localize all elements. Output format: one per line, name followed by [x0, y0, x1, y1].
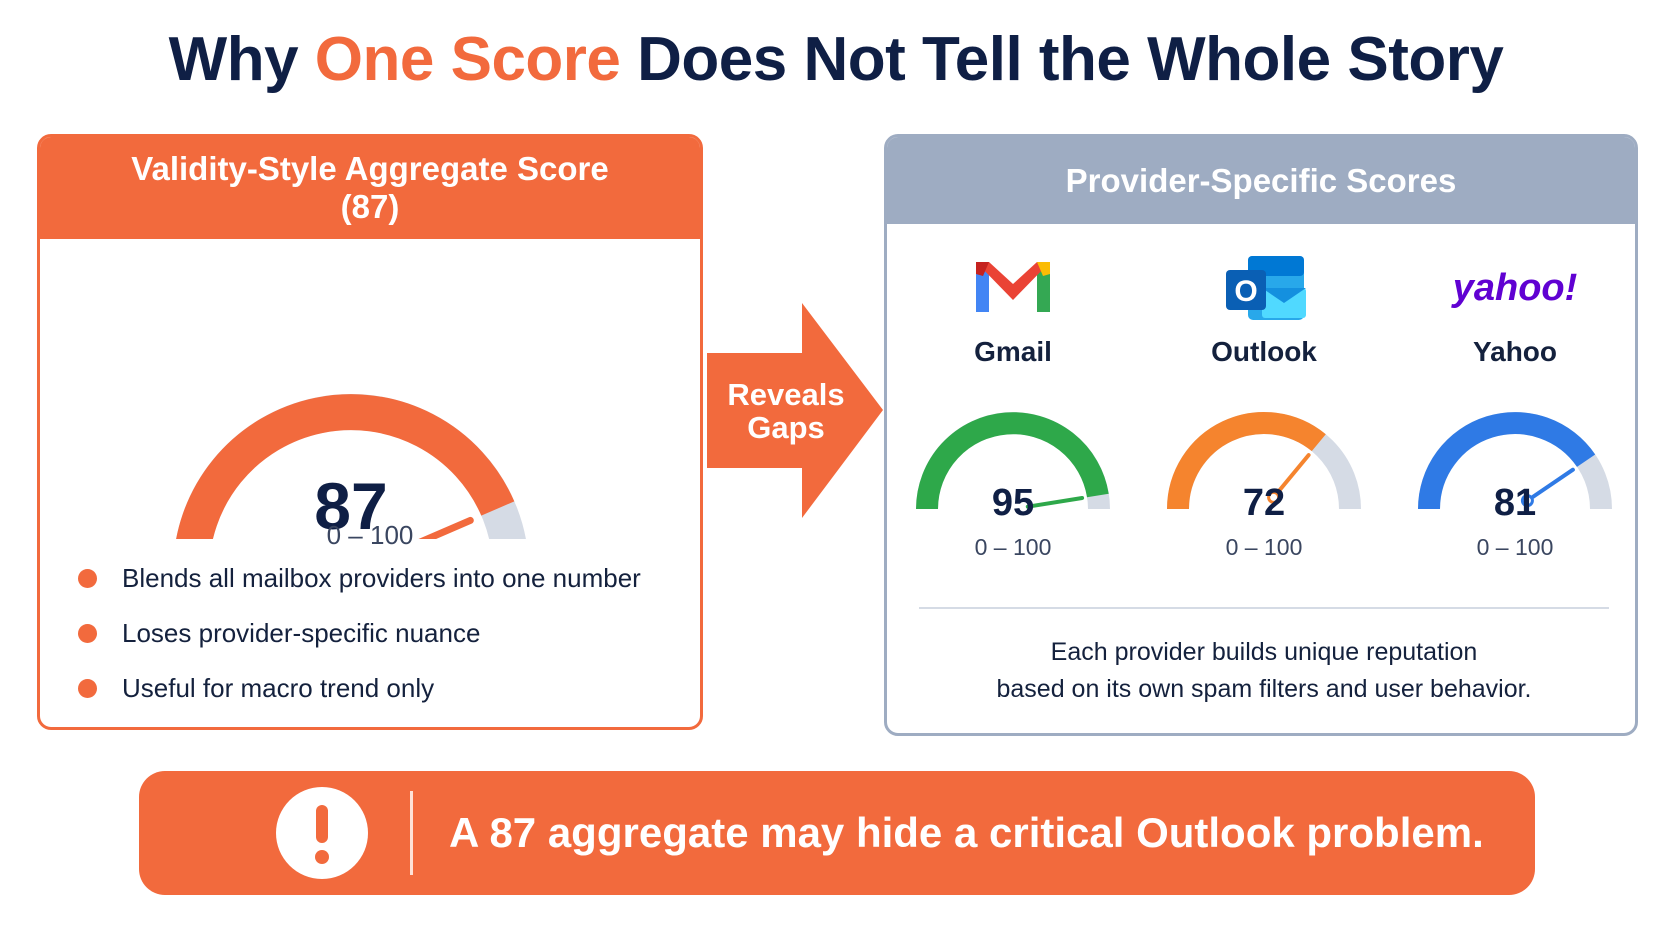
banner-message: A 87 aggregate may hide a critical Outlo…	[449, 809, 1484, 856]
aggregate-gauge: 87	[176, 394, 526, 539]
yahoo-gauge	[1418, 412, 1612, 510]
bullet-item: Loses provider-specific nuance	[78, 606, 641, 661]
provider-name: Gmail	[974, 336, 1052, 367]
aggregate-range-label: 0 – 100	[326, 520, 414, 550]
provider-outlook: O Outlook 72 0 – 100	[1144, 224, 1384, 564]
bullet-text: Useful for macro trend only	[122, 673, 435, 703]
provider-panel-header: Provider-Specific Scores	[887, 137, 1635, 224]
provider-divider	[919, 607, 1609, 609]
title-end: Does Not Tell the Whole Story	[620, 25, 1504, 94]
arrow-label-line2: Gaps	[747, 410, 825, 445]
provider-name: Outlook	[1211, 336, 1317, 367]
warning-banner: A 87 aggregate may hide a critical Outlo…	[139, 771, 1535, 895]
arrow-label-line1: Reveals	[727, 377, 845, 412]
provider-score: 72	[1242, 482, 1286, 524]
provider-yahoo: yahoo! Yahoo 81 0 – 100	[1395, 224, 1635, 564]
bullet-dot-icon	[78, 624, 97, 643]
gauge-fill	[1167, 411, 1326, 510]
reveals-gaps-arrow-icon	[707, 303, 883, 518]
aggregate-header-title: Validity-Style Aggregate Score	[131, 150, 609, 187]
provider-range-label: 0 – 100	[1225, 534, 1303, 560]
aggregate-gauge-needle	[418, 516, 474, 539]
bullet-item: Blends all mailbox providers into one nu…	[78, 551, 641, 606]
banner-separator	[410, 791, 413, 875]
provider-score: 95	[991, 482, 1035, 524]
provider-range-label: 0 – 100	[1476, 534, 1554, 560]
outlook-gauge	[1167, 411, 1361, 510]
gauge-needle-hub	[1520, 494, 1534, 508]
gmail-gauge	[916, 412, 1110, 510]
page-title: Why One Score Does Not Tell the Whole St…	[0, 24, 1672, 95]
bullet-item: Useful for macro trend only	[78, 661, 641, 716]
bullet-dot-icon	[78, 679, 97, 698]
bullet-text: Blends all mailbox providers into one nu…	[122, 563, 641, 593]
aggregate-bullet-list: Blends all mailbox providers into one nu…	[78, 551, 641, 716]
outlook-logo-icon: O	[1226, 256, 1306, 320]
aggregate-score-value: 87	[314, 469, 387, 539]
aggregate-score-panel: Validity-Style Aggregate Score (87) 87 0…	[37, 134, 703, 730]
arrow-label: Reveals Gaps	[707, 378, 865, 444]
exclamation-icon	[276, 787, 368, 879]
gmail-logo-icon	[976, 262, 1050, 312]
aggregate-header-score: (87)	[340, 188, 400, 225]
gauge-needle	[1025, 496, 1085, 509]
provider-score: 81	[1493, 482, 1537, 524]
gauge-fill	[916, 412, 1109, 510]
gauge-needle	[1271, 453, 1311, 500]
provider-range-label: 0 – 100	[974, 534, 1052, 560]
yahoo-logo-icon: yahoo!	[1451, 267, 1578, 309]
provider-scores-panel: Provider-Specific Scores Gmail 95 0 – 10…	[884, 134, 1638, 736]
provider-name: Yahoo	[1472, 336, 1557, 367]
svg-text:yahoo!: yahoo!	[1451, 267, 1578, 309]
title-accent: One Score	[314, 25, 621, 94]
provider-note: Each provider builds unique reputation b…	[907, 634, 1621, 708]
provider-gmail: Gmail 95 0 – 100	[893, 224, 1133, 564]
aggregate-panel-header: Validity-Style Aggregate Score (87)	[40, 137, 700, 239]
gauge-fill	[1418, 412, 1596, 510]
provider-note-line2: based on its own spam filters and user b…	[996, 675, 1532, 703]
bullet-text: Loses provider-specific nuance	[122, 618, 481, 648]
aggregate-gauge-fill	[176, 394, 515, 539]
provider-note-line1: Each provider builds unique reputation	[1050, 638, 1478, 666]
svg-text:O: O	[1234, 275, 1257, 308]
gauge-needle	[1525, 467, 1575, 503]
title-start: Why	[168, 25, 315, 94]
gauge-needle-hub	[1267, 490, 1281, 504]
bullet-dot-icon	[78, 569, 97, 588]
